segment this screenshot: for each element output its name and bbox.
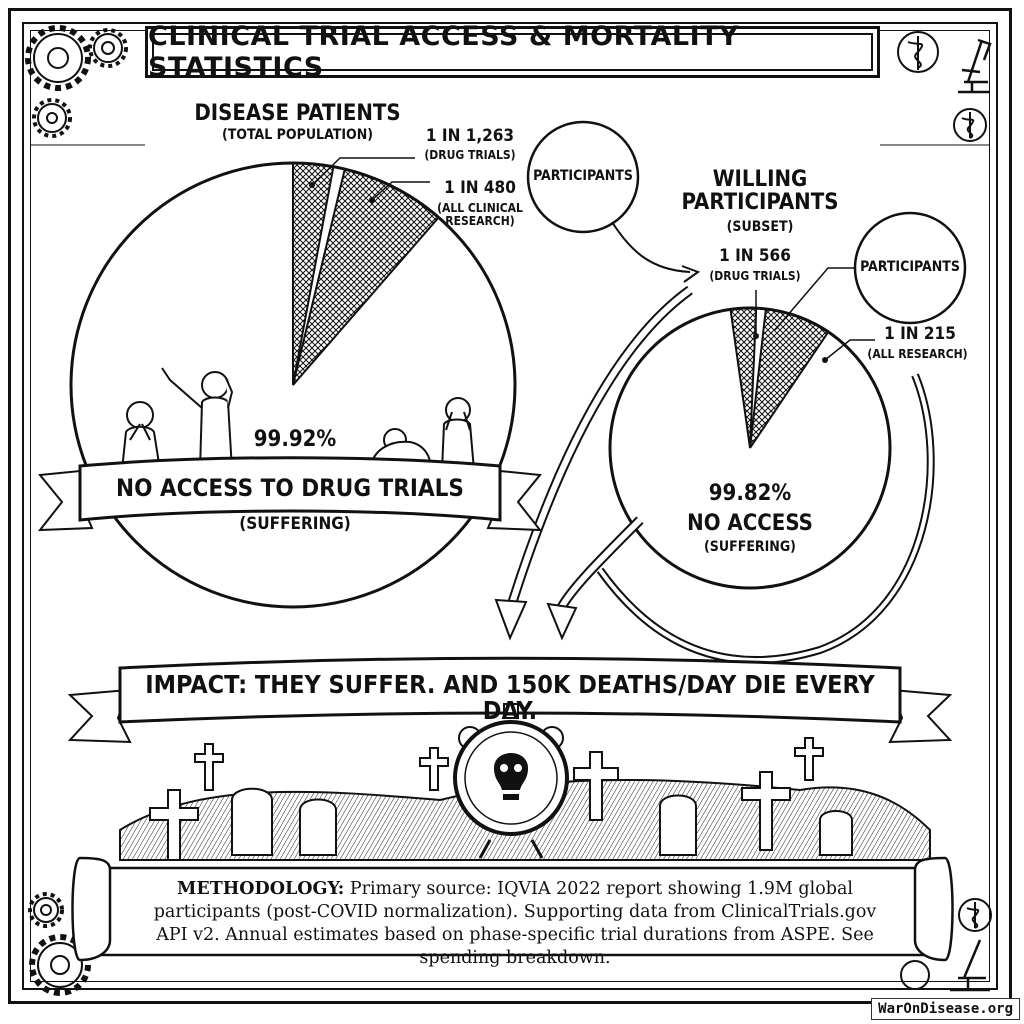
page-title: CLINICAL TRIAL ACCESS & MORTALITY STATIS… [148,21,740,83]
pie2-label-drug-trials: 1 IN 566 [719,246,791,266]
gear-icon [28,892,91,996]
methodology-text: METHODOLOGY: Primary source: IQVIA 2022 … [140,878,890,970]
tombstone-icon [659,794,697,856]
pie2-note2-suffering: (SUFFERING) [704,539,796,555]
cross-icon [149,789,199,861]
pie1-leader-research [371,181,430,201]
cross-icon [794,737,824,781]
pie1-participants-bubble [526,120,640,234]
flow-arrows [494,221,935,665]
pie-chart-willing-participants [608,211,967,590]
graveyard-scene [119,703,931,861]
cross-icon [741,771,791,851]
pie2-note-no-access: NO ACCESS [687,511,813,536]
source-badge[interactable]: WarOnDisease.org [871,998,1020,1020]
ribbon-banner-impact [67,656,953,744]
arrow-to-willing [611,221,691,273]
tombstone-icon [819,810,853,856]
inner-frame [22,22,998,990]
ribbon-banner-no-access [37,456,543,532]
cross-icon [194,743,224,791]
outer-frame [8,8,1012,1004]
pie1-slice-drug-trials [292,161,335,386]
pie1-leader-drug [311,157,415,186]
pie2-title: WILLING PARTICIPANTS [681,167,839,216]
figure-4 [441,397,475,471]
pie1-note-all-research: (ALL CLINICAL RESEARCH) [437,201,523,228]
pie1-note-no-access: NO ACCESS TO DRUG TRIALS [116,474,464,502]
pie2-slice-all-research [749,307,830,449]
methodology-scroll [71,856,954,962]
microscope-icon [958,38,992,94]
caduceus-icon [897,31,987,142]
impact-text: IMPACT: THEY SUFFER. AND 150K DEATHS/DAY… [145,670,875,726]
pie1-label-all-research: 1 IN 480 [444,178,516,198]
tombstone-icon [299,798,337,856]
caduceus-icon [900,898,992,990]
pie1-label-no-access: 99.92% [253,427,337,452]
pie2-label-no-access: 99.82% [708,481,792,506]
cross-icon [573,751,619,821]
pie2-subtitle: (SUBSET) [726,219,794,235]
gear-icon [25,25,128,138]
pie1-title: DISEASE PATIENTS [194,101,401,126]
pie2-note-drug-trials: (DRUG TRIALS) [709,269,801,283]
methodology-body: Primary source: IQVIA 2022 report showin… [153,879,877,968]
cross-icon [419,747,449,791]
title-banner: CLINICAL TRIAL ACCESS & MORTALITY STATIS… [145,21,880,83]
pie1-slice-all-research [292,167,441,386]
tombstone-icon [231,787,273,856]
pie1-note2-suffering: (SUFFERING) [239,514,351,534]
methodology-label: METHODOLOGY: [177,879,345,899]
pie1-subtitle: (TOTAL POPULATION) [221,127,374,143]
skull-clock-icon [453,703,569,859]
pie2-participants-bubble [853,211,967,325]
pie1-callout: PARTICIPANTS [533,168,633,184]
figure-1 [121,401,161,471]
pie2-callout: PARTICIPANTS [860,259,960,275]
pie1-note-drug-trials: (DRUG TRIALS) [424,148,516,162]
figure-2 [161,367,234,471]
pie2-note-all-research: (ALL RESEARCH) [867,347,968,361]
pie-chart-disease-patients [69,120,640,609]
microscope-icon [950,939,990,992]
pie1-label-drug-trials: 1 IN 1,263 [425,126,515,146]
pie2-label-all-research: 1 IN 215 [884,324,956,344]
